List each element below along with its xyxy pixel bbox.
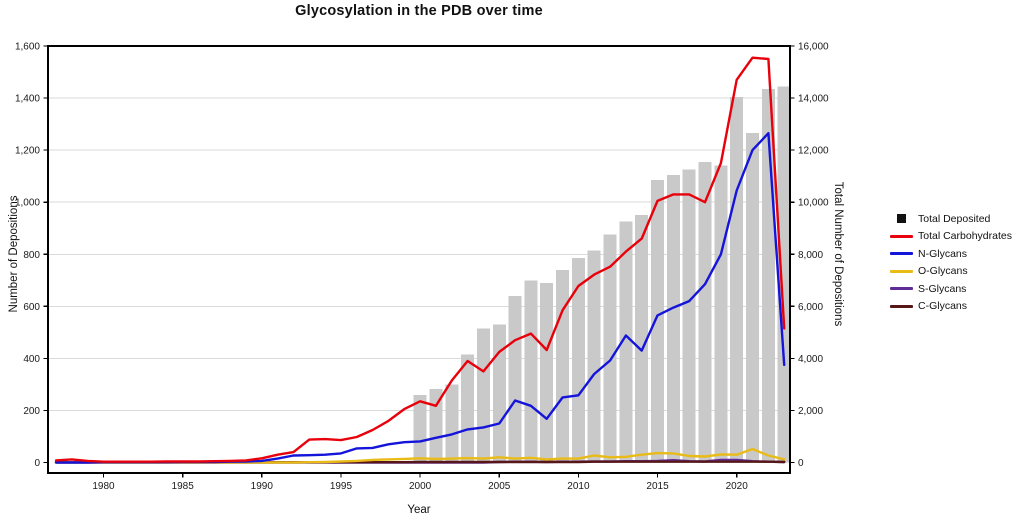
left-axis-label: Number of Depositions	[8, 195, 20, 313]
bar-2021	[746, 133, 760, 463]
right-axis-tick-label: 12,000	[798, 146, 829, 157]
legend-color-swatch	[889, 269, 913, 273]
legend-item-c-glycans: C-Glycans	[889, 298, 1012, 316]
right-axis-tick-label: 14,000	[798, 94, 829, 105]
legend-label: Total Deposited	[918, 212, 991, 225]
legend-item-s-glycans: S-Glycans	[889, 280, 1012, 298]
right-axis-tick-label: 2,000	[798, 406, 823, 417]
legend-item-n-glycans: N-Glycans	[889, 245, 1012, 263]
right-axis-tick-label: 10,000	[798, 198, 829, 209]
legend-line-marker	[889, 234, 913, 238]
legend-line-marker	[889, 269, 913, 273]
right-axis-tick-label: 0	[798, 458, 804, 469]
right-axis-label: Total Number of Depositions	[832, 181, 844, 327]
legend-label: N-Glycans	[918, 247, 968, 260]
x-axis-tick-label: 2005	[488, 481, 511, 492]
legend-line-marker	[889, 252, 913, 256]
left-axis-tick-label: 600	[23, 302, 40, 313]
left-axis-tick-label: 1,600	[15, 42, 40, 53]
x-axis-tick-label: 2015	[646, 481, 669, 492]
bar-2001	[429, 388, 443, 463]
legend-label: O-Glycans	[918, 265, 968, 278]
legend-square-marker	[889, 214, 913, 224]
x-axis-tick-label: 1985	[172, 481, 195, 492]
bar-2008	[540, 282, 554, 463]
left-axis-tick-label: 400	[23, 354, 40, 365]
bar-2019	[714, 165, 728, 463]
bars-total-deposited	[413, 86, 791, 463]
left-axis-tick-label: 1,400	[15, 94, 40, 105]
bar-2006	[508, 295, 522, 463]
legend-color-swatch	[889, 234, 913, 238]
chart-title: Glycosylation in the PDB over time	[295, 3, 543, 19]
right-axis-tick-label: 4,000	[798, 354, 823, 365]
bar-2011	[587, 250, 601, 463]
bar-2003	[461, 354, 475, 463]
right-axis-tick-label: 8,000	[798, 250, 823, 261]
bar-2005	[492, 324, 506, 463]
x-axis-tick-label: 2010	[567, 481, 590, 492]
bar-2012	[603, 234, 617, 463]
legend-label: Total Carbohydrates	[918, 230, 1012, 243]
left-axis-tick-label: 1,000	[15, 198, 40, 209]
plot-frame	[47, 45, 791, 474]
x-axis-tick-label: 1990	[251, 481, 274, 492]
bar-2002	[445, 384, 459, 463]
legend-color-swatch	[889, 304, 913, 308]
right-axis-tick-label: 6,000	[798, 302, 823, 313]
x-axis-tick-label: 2020	[726, 481, 749, 492]
bar-2020	[730, 96, 744, 463]
left-axis-tick-label: 200	[23, 406, 40, 417]
bar-2010	[571, 258, 585, 463]
bar-2014	[635, 215, 649, 463]
bar-2000	[413, 394, 427, 463]
legend-color-swatch	[896, 214, 906, 224]
bar-2007	[524, 280, 538, 463]
left-axis-tick-label: 0	[34, 458, 40, 469]
legend-item-total-carbohydrates: Total Carbohydrates	[889, 228, 1012, 246]
bar-2015	[651, 180, 665, 463]
left-axis-tick-label: 800	[23, 250, 40, 261]
line-total-carbohydrates	[54, 56, 786, 463]
legend-color-swatch	[889, 252, 913, 256]
x-axis-label: Year	[407, 504, 431, 516]
bar-2013	[619, 221, 633, 463]
left-axis-tick-label: 1,200	[15, 146, 40, 157]
legend-line-marker	[889, 304, 913, 308]
legend-color-swatch	[889, 287, 913, 291]
x-axis-tick-label: 2000	[409, 481, 432, 492]
legend: Total Deposited Total Carbohydrates N-Glyc…	[889, 210, 1012, 315]
legend-label: S-Glycans	[918, 282, 967, 295]
x-axis-tick-label: 1995	[330, 481, 353, 492]
right-axis-tick-label: 16,000	[798, 42, 829, 53]
legend-line-marker	[889, 287, 913, 291]
legend-label: C-Glycans	[918, 300, 968, 313]
bar-2017	[682, 169, 696, 463]
axis-ticks: 0 200 400 600 800 1,000 1,200 1,400 1,600 0 2,000 4…	[15, 42, 829, 493]
x-axis-tick-label: 1980	[92, 481, 115, 492]
bar-2009	[556, 269, 570, 463]
bar-2018	[698, 161, 712, 463]
bar-2004	[476, 328, 490, 463]
legend-item-o-glycans: O-Glycans	[889, 263, 1012, 281]
legend-item-total-deposited: Total Deposited	[889, 210, 1012, 228]
bar-2016	[666, 174, 680, 463]
bar-2023	[777, 86, 791, 463]
